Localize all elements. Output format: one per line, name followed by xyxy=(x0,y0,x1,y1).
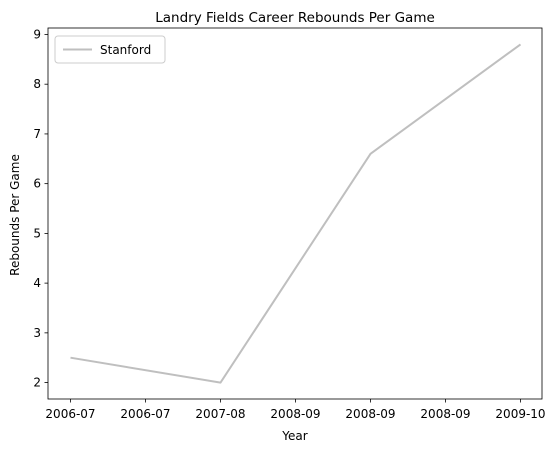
y-axis-ticks: 2 3 4 5 6 7 8 9 xyxy=(33,27,48,390)
y-tick-label: 3 xyxy=(33,326,41,340)
legend: Stanford xyxy=(54,35,166,64)
x-axis-label: Year xyxy=(281,429,307,443)
x-tick-label: 2008-09 xyxy=(345,407,395,421)
y-tick-label: 4 xyxy=(33,276,41,290)
plot-area-frame xyxy=(47,27,543,400)
x-tick-label: 2006-07 xyxy=(45,407,95,421)
legend-label-stanford: Stanford xyxy=(100,43,151,57)
y-axis-label: Rebounds Per Game xyxy=(8,154,22,276)
y-tick-label: 6 xyxy=(33,177,41,191)
y-tick-label: 2 xyxy=(33,376,41,390)
series-line-stanford xyxy=(70,43,522,384)
y-tick-label: 5 xyxy=(33,226,41,240)
x-tick-label: 2008-09 xyxy=(270,407,320,421)
y-tick-label: 8 xyxy=(33,77,41,91)
y-tick-label: 7 xyxy=(33,127,41,141)
y-tick-label: 9 xyxy=(33,27,41,41)
x-tick-label: 2008-09 xyxy=(420,407,470,421)
x-tick-label: 2009-10 xyxy=(495,407,545,421)
x-tick-label: 2006-07 xyxy=(120,407,170,421)
x-tick-label: 2007-08 xyxy=(195,407,245,421)
legend-frame xyxy=(54,35,166,64)
chart-title: Landry Fields Career Rebounds Per Game xyxy=(155,10,435,26)
x-axis-ticks: 2006-07 2006-07 2007-08 2008-09 2008-09 2008-… xyxy=(45,399,546,421)
series-layer xyxy=(70,43,522,384)
